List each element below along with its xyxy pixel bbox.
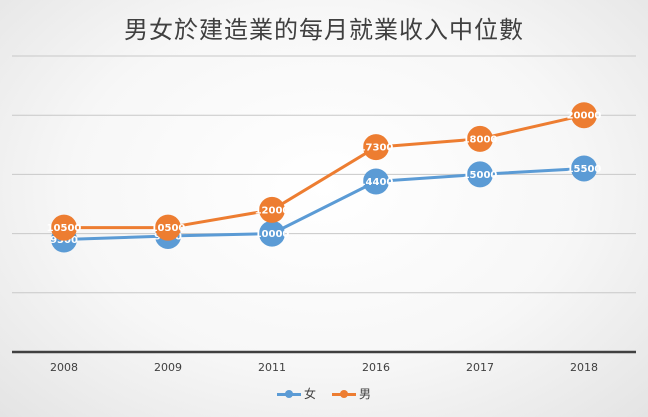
data-point [571,155,597,182]
data-label: 10500 [151,223,186,234]
data-point [155,214,181,241]
data-point [571,102,597,129]
x-tick-label: 2008 [50,361,78,374]
data-label: 15500 [567,164,602,175]
data-point [259,196,285,223]
legend: 女男 [0,385,648,402]
data-label: 12000 [255,205,290,216]
x-tick-label: 2009 [154,361,182,374]
data-point [363,134,389,161]
legend-item-1: 男 [332,385,371,402]
legend-swatch [276,389,301,399]
data-label: 15000 [463,170,498,181]
data-label: 10000 [255,229,290,240]
x-tick-label: 2011 [258,361,286,374]
data-point [467,161,493,188]
legend-label: 女 [303,387,316,401]
series-line-1 [64,113,585,230]
data-label: 14400 [359,177,394,188]
data-label: 10500 [47,223,82,234]
series-line-0 [63,166,585,242]
legend-item-0: 女 [276,385,316,402]
data-label: 20000 [567,111,602,122]
data-label: 18000 [463,134,498,145]
x-tick-label: 2017 [466,361,494,374]
legend-label: 男 [359,387,372,401]
data-point [467,125,493,152]
data-label: 17300 [359,143,394,154]
x-tick-label: 2016 [362,361,390,374]
legend-swatch [332,389,356,399]
data-point [363,168,389,195]
chart-title: 男女於建造業的每月就業收入中位數 [124,16,524,44]
data-point [51,214,77,241]
data-point [259,220,285,247]
x-tick-label: 2018 [570,361,598,374]
